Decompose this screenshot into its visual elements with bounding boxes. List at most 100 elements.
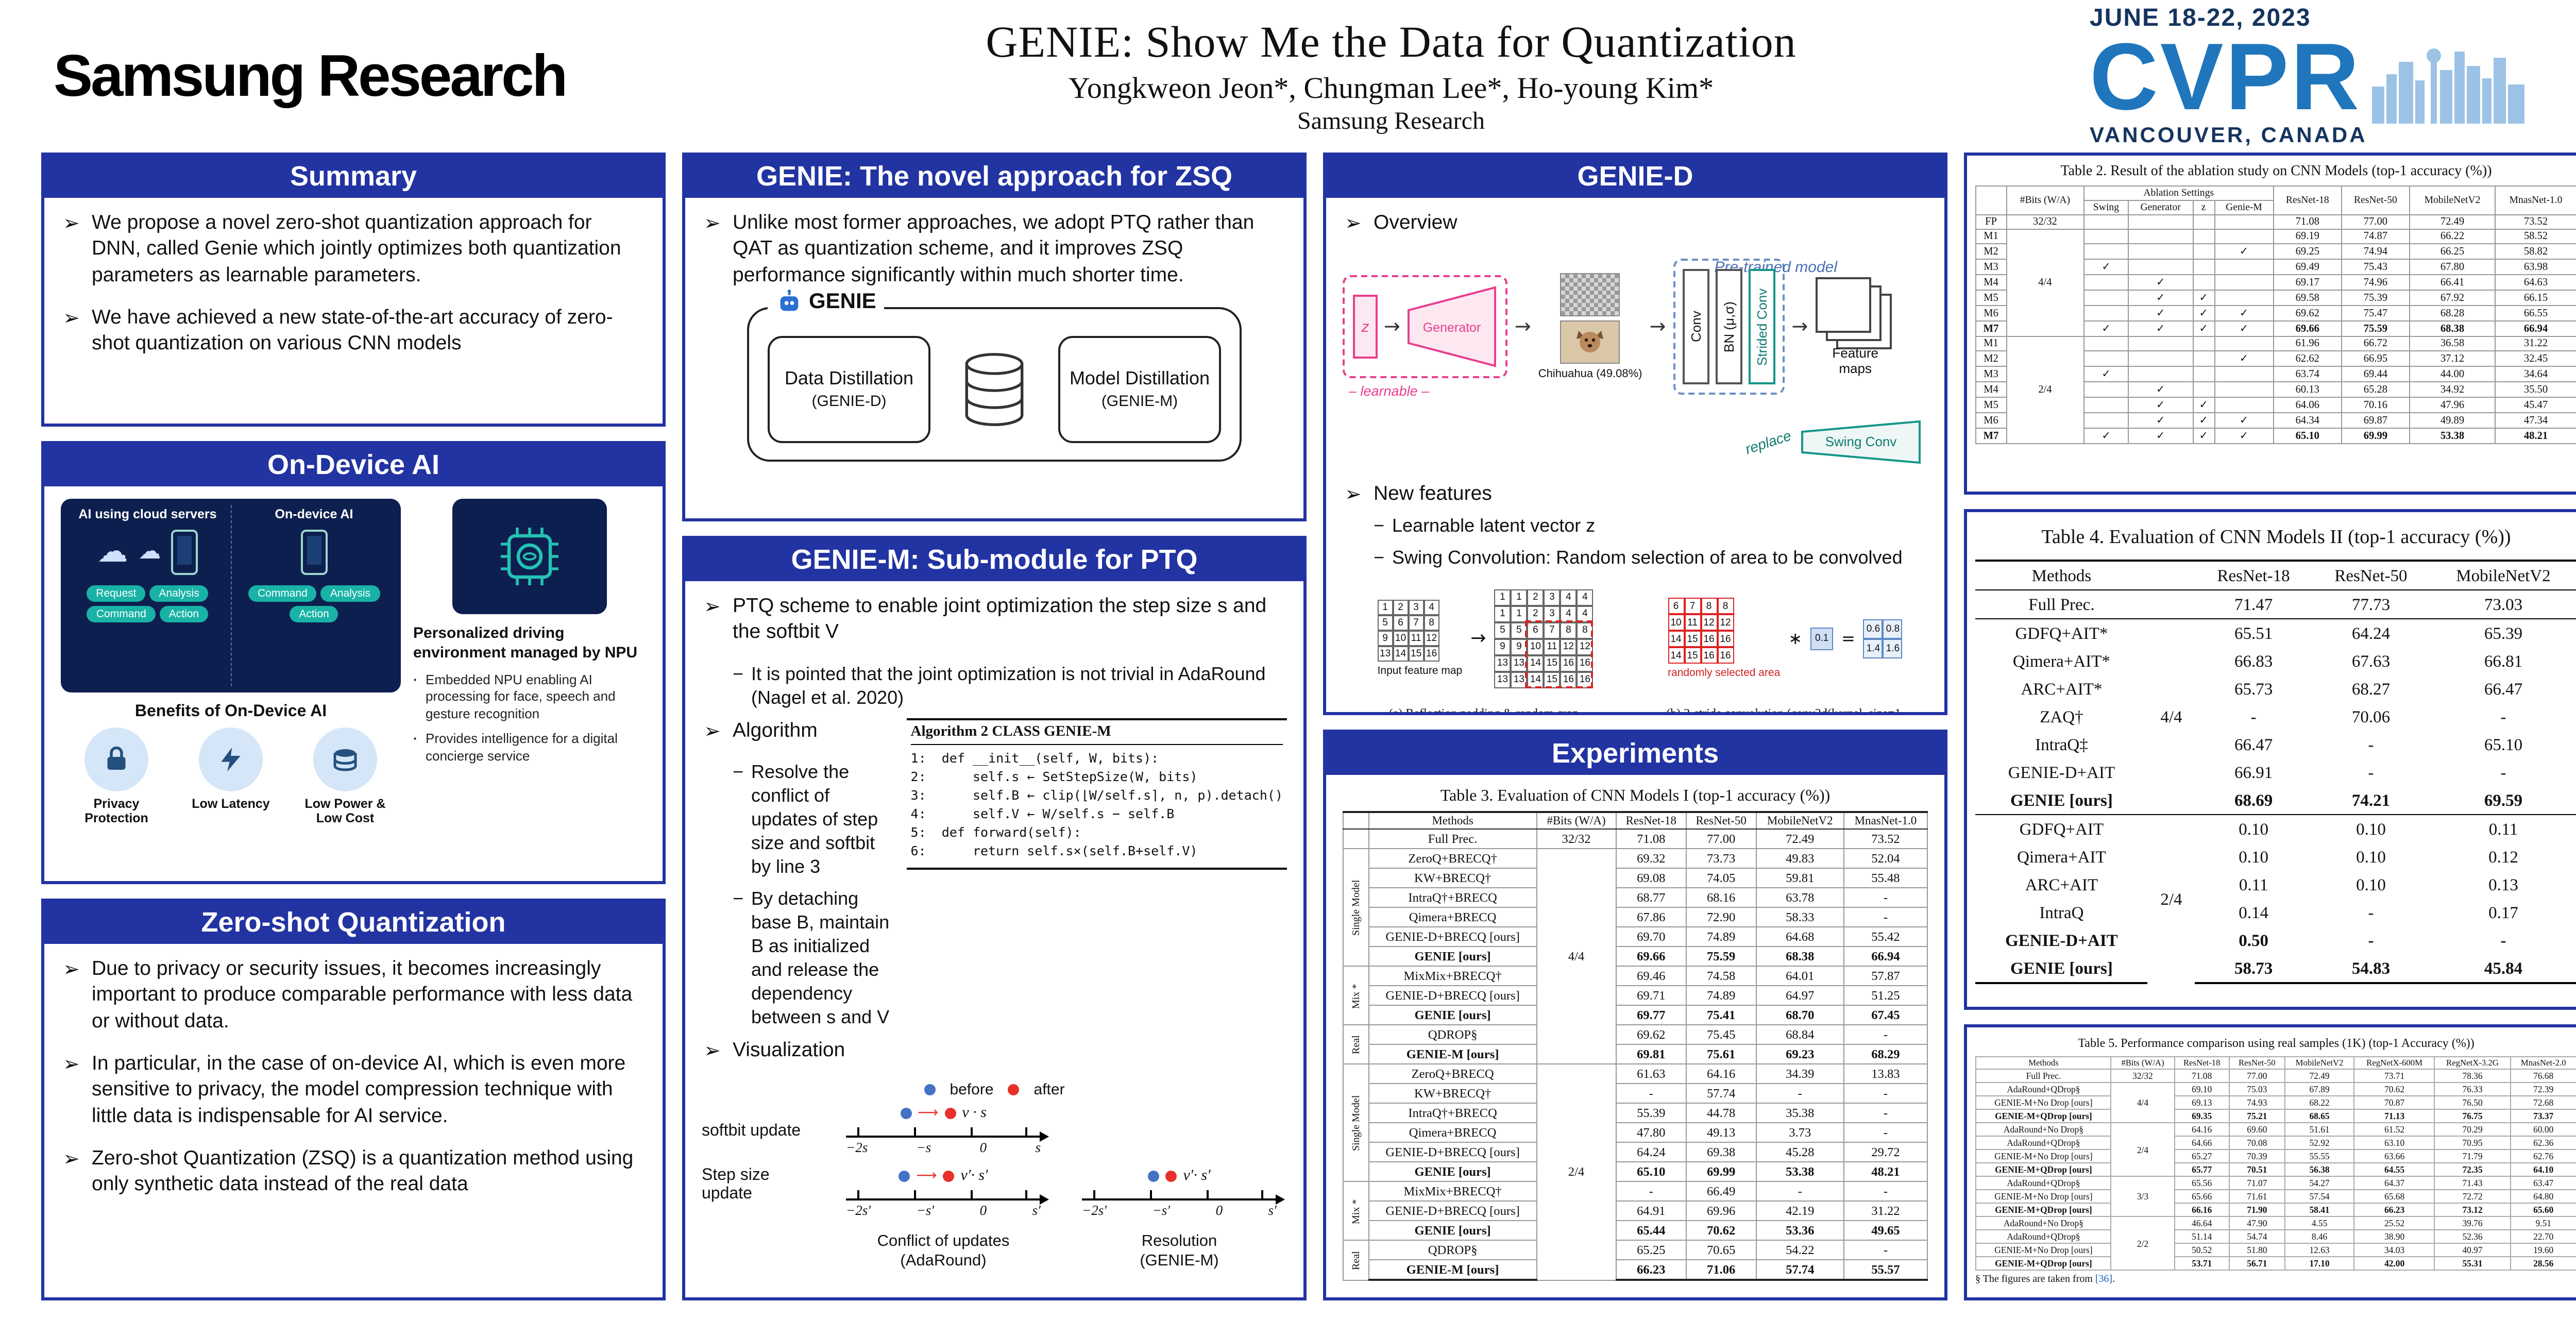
table-cell: ✓ <box>2192 397 2215 413</box>
table-cell: 64.68 <box>1755 926 1844 947</box>
table-cell: GENIE [ours] <box>2010 790 2113 809</box>
table-cell: 73.52 <box>1843 828 1928 849</box>
benefit-item: Low Latency <box>179 728 282 826</box>
table-header-row: Methods ResNet-18 ResNet-50 MobileNetV2 <box>1975 560 2576 590</box>
table-cell: 60.00 <box>2510 1122 2576 1137</box>
table-cell: 4/4 <box>1536 848 1617 1064</box>
table-cell: ResNet-50 <box>2341 185 2411 215</box>
table-cell: 65.27 <box>2174 1149 2230 1163</box>
table-cell: 76.68 <box>2510 1069 2576 1083</box>
table-cell: 61.52 <box>2353 1122 2435 1137</box>
table-row: ZAQ† - 70.06 - <box>1975 703 2576 731</box>
table-cell: Ablation Settings <box>2083 185 2274 201</box>
table-cell: 57.87 <box>1843 966 1928 986</box>
geniem-bullet: Algorithm <box>702 718 894 745</box>
table-cell: IntraQ†+BRECQ <box>1368 887 1537 908</box>
flow-pill: Analysis <box>320 585 380 602</box>
grid-cell: 6 <box>1527 622 1544 639</box>
table-cell: GENIE-M+QDrop [ours] <box>1975 1162 2112 1177</box>
table-cell: GENIE-D+BRECQ [ours] <box>1368 1200 1537 1221</box>
table-cell: 49.89 <box>2409 412 2496 429</box>
column-4: Table 2. Result of the ablation study on… <box>1964 153 2576 1300</box>
table-cell: 65.68 <box>2353 1189 2435 1204</box>
table-cell: 59.81 <box>1755 868 1844 888</box>
table-cell: 34.64 <box>2494 366 2576 382</box>
feature-maps-label: Feature maps <box>1832 345 1878 377</box>
table-row: GENIE-M [ours] 66.23 71.06 57.74 55.57 <box>1343 1259 1928 1281</box>
grid-cell: 12 <box>1717 614 1734 631</box>
table-cell: 69.46 <box>1615 966 1687 986</box>
table-cell: 47.90 <box>2229 1216 2285 1230</box>
table-cell: 73.12 <box>2434 1203 2511 1217</box>
genied-title: GENIE-D <box>1326 156 1944 198</box>
table-cell: - <box>2500 762 2506 782</box>
column-2: GENIE: The novel approach for ZSQ Unlike… <box>682 153 1307 1300</box>
table-cell: 73.71 <box>2353 1069 2435 1083</box>
table-cell: 67.86 <box>1615 907 1687 927</box>
table-cell: ✓ <box>2192 412 2215 429</box>
table-cell: 72.72 <box>2434 1189 2511 1204</box>
table-cell: GENIE-D+BRECQ [ours] <box>1368 985 1537 1006</box>
table-cell: 69.23 <box>1755 1044 1844 1064</box>
table-cell: 64.37 <box>2353 1176 2435 1190</box>
table-cell <box>2192 336 2215 351</box>
kernel-grid: 0.1 <box>1810 627 1834 650</box>
table-cell: 66.91 <box>2234 762 2273 782</box>
table-cell: KW+BRECQ† <box>1368 1083 1537 1104</box>
table-cell: 0.10 <box>2312 814 2430 843</box>
poster-body: Summary We propose a novel zero-shot qua… <box>0 153 2576 1300</box>
table-cell: 72.49 <box>1755 828 1844 849</box>
table-row: AdaRound+QDrop§ 3/3 65.56 71.07 54.27 64.37 71… <box>1975 1176 2576 1217</box>
lock-icon <box>84 728 148 791</box>
table-cell: 64.97 <box>1755 985 1844 1006</box>
algorithm-line: 4: self.V ← W/self.s − self.B <box>910 806 1175 822</box>
table-cell: 66.22 <box>2409 229 2496 244</box>
table-cell: 64.55 <box>2353 1162 2435 1177</box>
table-header-row: #Bits (W/A) Ablation Settings ResNet-18 Res… <box>1975 185 2576 215</box>
benefits-title: Benefits of On-Device AI <box>134 703 327 720</box>
table-row: Mix * MixMix+BRECQ† 69.46 74.58 64.01 57.87 <box>1343 966 1928 1025</box>
grid-cell: 16 <box>1701 647 1718 664</box>
table-cell: - <box>1615 1083 1687 1104</box>
table-row: M2 ✓ 69.25 74.94 66.25 58.82 <box>1975 243 2576 260</box>
ablation-table: #Bits (W/A) Ablation Settings ResNet-18 Res… <box>1975 185 2576 444</box>
table-cell: Mix * <box>1343 966 1369 1025</box>
algorithm-line: 2: self.s ← SetStepSize(W, bits) <box>910 768 1198 784</box>
padding-crop-group: 1 2 3 4 5 6 7 8 9 10 11 12 13 14 15 16 Input feature ma… <box>1343 578 1628 712</box>
table-cell: 47.80 <box>1615 1122 1687 1143</box>
table-cell: - <box>2500 706 2506 726</box>
table-cell: Swing <box>2083 200 2129 215</box>
table-cell: FP <box>1975 214 2007 230</box>
softbit-update-label: softbit update <box>702 1122 801 1140</box>
table-cell <box>1343 811 1369 830</box>
table-cell <box>2148 590 2195 619</box>
genied-subpoint: Swing Convolution: Random selection of a… <box>1374 546 1928 569</box>
benefit-label: Low Power & Low Cost <box>304 797 386 826</box>
table-cell: 74.94 <box>2341 243 2411 260</box>
table-cell: 69.10 <box>2174 1082 2230 1096</box>
conflict-numline: ⟶ v′· s′ −2s′ −s′ 0 s′ <box>836 1167 1051 1219</box>
grid-cell: 12 <box>1423 631 1439 647</box>
table-cell: 64.16 <box>1685 1063 1757 1084</box>
annotation: v · s <box>962 1104 987 1121</box>
table-row: IntraQ‡ 66.47 - 65.10 <box>1975 731 2576 758</box>
stride-conv-group: 6 7 8 8 10 11 12 12 14 15 16 16 14 15 16 16 randomly se… <box>1642 578 1928 712</box>
table-cell: 75.61 <box>1685 1044 1757 1064</box>
table-cell: 73.73 <box>1685 848 1757 869</box>
table-cell: ✓ <box>2214 412 2274 429</box>
summary-section: Summary We propose a novel zero-shot qua… <box>41 153 666 427</box>
table-cell: 74.05 <box>1685 868 1757 888</box>
table-row: ARC+AIT 0.11 0.10 0.13 <box>1975 871 2576 899</box>
dog-image <box>1560 320 1620 364</box>
table-cell <box>2192 274 2215 291</box>
geniem-subpoint: It is pointed that the joint optimizatio… <box>733 662 1287 709</box>
table-cell: 68.84 <box>1755 1024 1844 1045</box>
table-cell: 40.97 <box>2434 1243 2511 1257</box>
table-cell: 65.10 <box>1615 1161 1687 1182</box>
table-cell: 74.87 <box>2341 229 2411 244</box>
flow-pill: Request <box>87 585 146 602</box>
table-cell: GENIE-M+No Drop [ours] <box>1975 1243 2112 1257</box>
table-cell: KW+BRECQ† <box>1368 868 1537 888</box>
geniem-bullet: PTQ scheme to enable joint optimization … <box>702 594 1287 646</box>
table-cell: 69.87 <box>2341 412 2411 429</box>
